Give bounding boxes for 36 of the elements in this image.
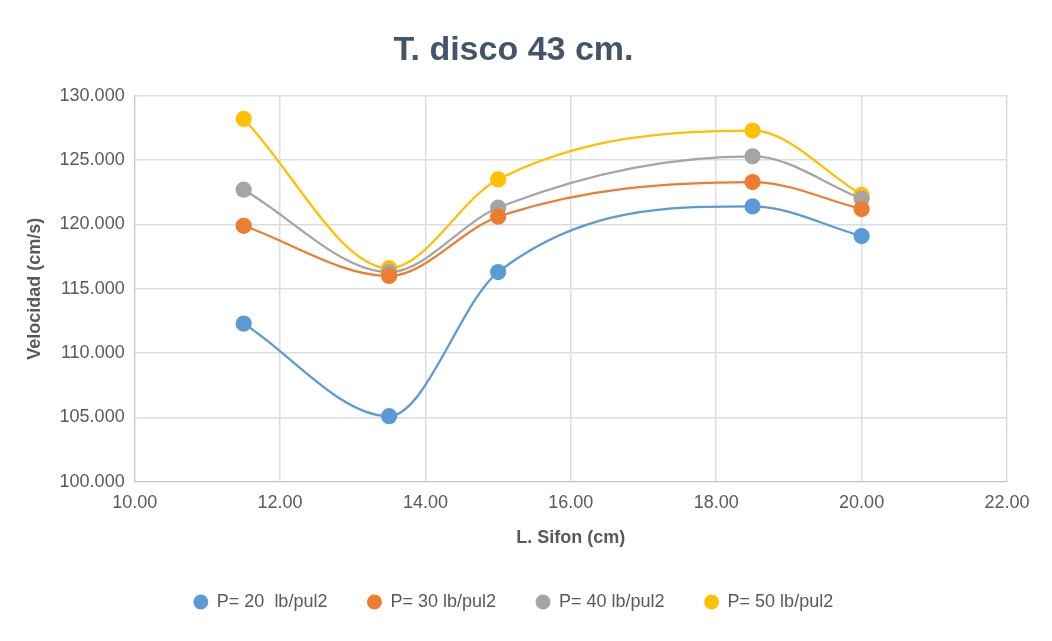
point (744, 122, 761, 139)
point (235, 181, 252, 198)
x-tick-label: 18.00 (693, 491, 739, 512)
point (490, 263, 507, 281)
point (490, 208, 507, 225)
x-axis-title: L. Sifon (cm) (516, 527, 626, 548)
legend-label: P= 40 lb/pul2 (559, 590, 665, 611)
legend-label: P= 30 lb/pul2 (390, 590, 497, 611)
point (853, 227, 870, 245)
point (235, 315, 252, 332)
legend-label: P= 50 lb/pul2 (727, 590, 834, 611)
x-tick-label: 12.00 (257, 491, 303, 512)
point (853, 200, 870, 218)
x-tick-label: 14.00 (402, 491, 448, 512)
y-tick-label: 100.000 (59, 470, 125, 491)
point (744, 198, 761, 215)
x-tick-label: 20.00 (839, 491, 885, 512)
point (490, 171, 507, 188)
point (380, 408, 398, 425)
x-tick-label: 10.00 (112, 491, 158, 512)
point (744, 148, 761, 165)
point (380, 267, 398, 285)
y-tick-label: 105.000 (59, 406, 125, 427)
y-tick-label: 125.000 (59, 149, 125, 170)
point (744, 173, 761, 191)
point (235, 110, 252, 128)
x-tick-label: 16.00 (548, 491, 594, 512)
y-tick-label: 130.000 (59, 84, 125, 105)
chart-title: T. disco 43 cm. (393, 28, 634, 67)
legend-label: P= 20 lb/pul2 (216, 590, 328, 611)
y-tick-label: 110.000 (60, 342, 125, 363)
y-tick-label: 115.000 (60, 277, 125, 298)
y-axis-title: Velocidad (cm/s) (23, 217, 44, 360)
y-tick-label: 120.000 (59, 213, 125, 234)
point (235, 217, 252, 234)
x-tick-label: 22.00 (984, 491, 1030, 512)
